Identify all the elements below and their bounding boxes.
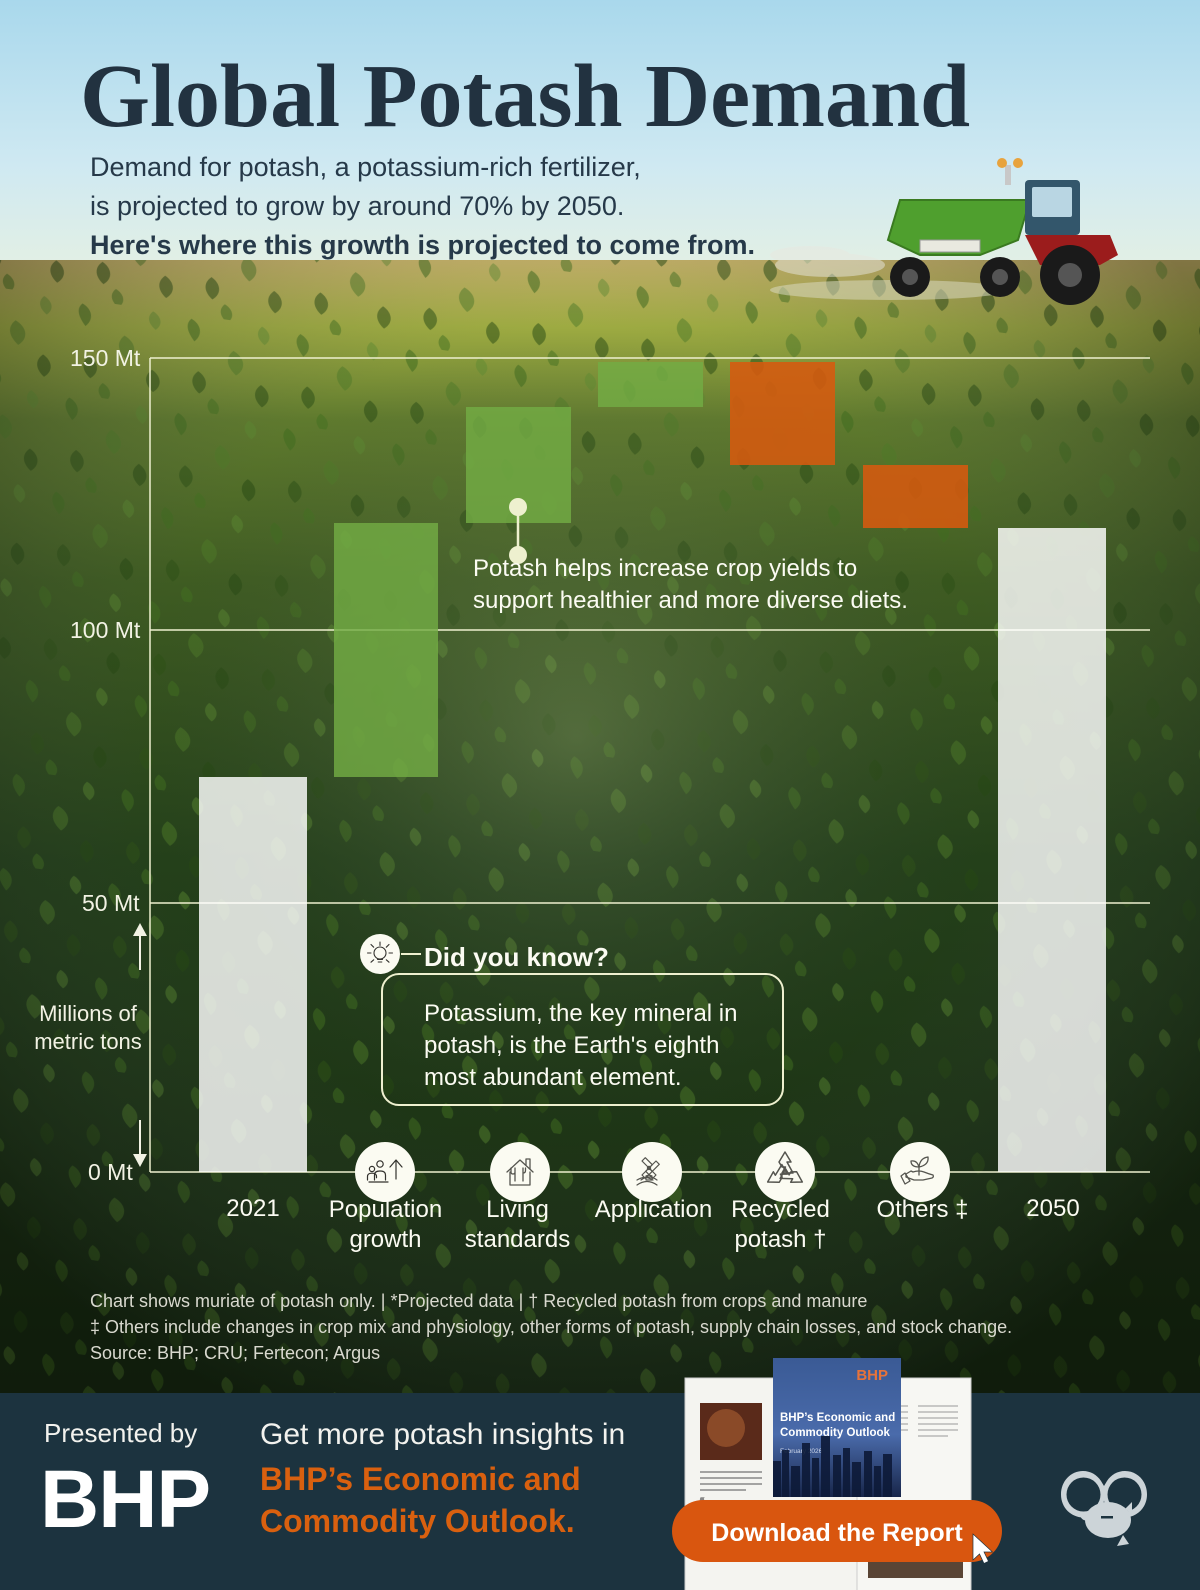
svg-text:Commodity Outlook: Commodity Outlook (780, 1427, 890, 1439)
svg-text:BHP’s Economic and: BHP’s Economic and (780, 1412, 895, 1424)
svg-text:BHP: BHP (856, 1367, 888, 1384)
